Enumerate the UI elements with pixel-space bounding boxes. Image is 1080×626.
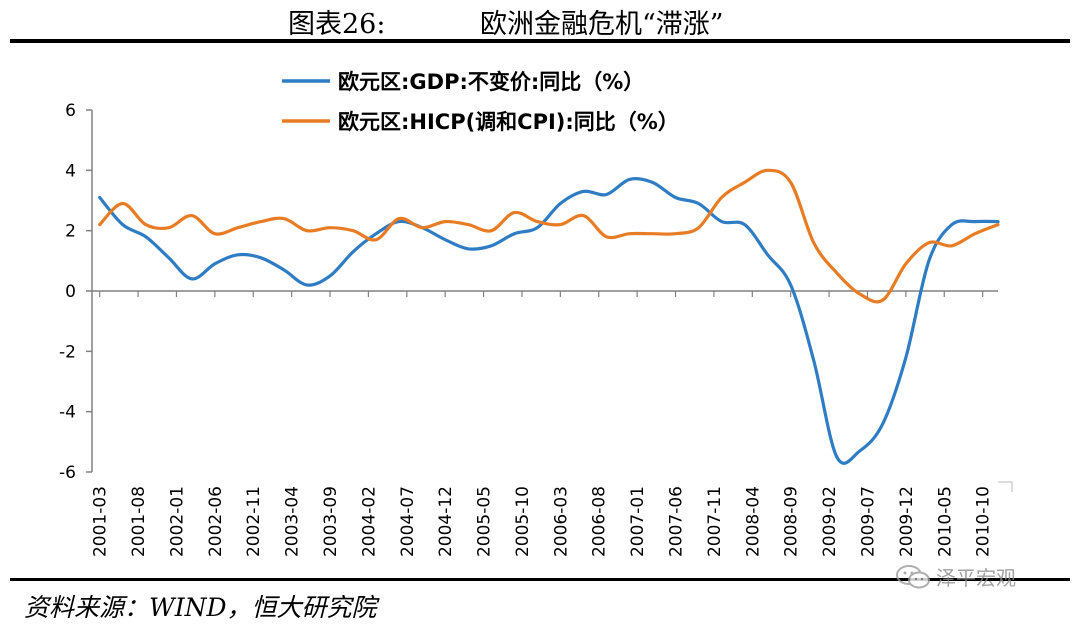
top-rule <box>10 39 1070 43</box>
x-tick-label: 2003-09 <box>321 486 341 557</box>
x-tick-label: 2005-10 <box>513 486 533 557</box>
series-layer <box>98 168 1000 465</box>
figure-title: 欧洲金融危机“滞涨” <box>480 9 724 40</box>
x-tick-label: 2002-01 <box>167 486 187 557</box>
y-tick-label: -2 <box>59 342 76 362</box>
x-tick-label: 2010-05 <box>935 486 955 557</box>
x-tick-label: 2001-08 <box>129 486 149 557</box>
y-tick-label: -4 <box>59 403 76 423</box>
x-tick-label: 2009-02 <box>820 486 840 557</box>
bottom-rule <box>10 578 1070 581</box>
x-tick-label: 2004-12 <box>436 486 456 557</box>
watermark: 泽平宏观 <box>896 562 1016 591</box>
x-tick-label: 2003-04 <box>283 486 303 557</box>
frame-corner <box>998 481 1013 492</box>
x-tick-label: 2004-02 <box>359 486 379 557</box>
x-tick-label: 2006-03 <box>551 486 571 557</box>
x-tick-label: 2009-12 <box>897 486 917 557</box>
legend: 欧元区:GDP:不变价:同比（%） 欧元区:HICP(调和CPI):同比（%） <box>282 70 679 134</box>
y-tick-label: 4 <box>65 161 76 181</box>
x-tick-label: 2007-06 <box>667 486 687 557</box>
x-tick-label: 2010-10 <box>974 486 994 557</box>
x-tick-label: 2008-09 <box>782 486 802 557</box>
legend-label-gdp: 欧元区:GDP:不变价:同比（%） <box>338 70 644 94</box>
y-tick-label: 6 <box>65 101 76 121</box>
x-tick-label: 2008-04 <box>743 486 763 557</box>
x-tick-label: 2007-01 <box>628 486 648 557</box>
wechat-icon <box>896 564 930 588</box>
legend-label-hicp: 欧元区:HICP(调和CPI):同比（%） <box>338 110 679 134</box>
x-tick-label: 2005-05 <box>475 486 495 557</box>
x-tick-label: 2001-03 <box>91 486 111 557</box>
y-tick-label: 0 <box>65 282 76 302</box>
watermark-text: 泽平宏观 <box>936 566 1016 590</box>
x-tick-label: 2002-11 <box>244 486 264 557</box>
x-tick-label: 2006-08 <box>590 486 610 557</box>
x-tick-label: 2007-11 <box>705 486 725 557</box>
x-tick-label: 2002-06 <box>206 486 226 557</box>
y-tick-label: -6 <box>59 463 76 483</box>
x-tick-label: 2004-07 <box>398 486 418 557</box>
x-tick-label: 2009-07 <box>858 486 878 557</box>
source-note: 资料来源：WIND，恒大研究院 <box>24 593 377 622</box>
figure-header: 图表26: 欧洲金融危机“滞涨” <box>0 0 1080 40</box>
series-line-hicp <box>98 168 1000 304</box>
axis-layer: -6 -4 -2 0 2 4 6 2001-03 2001-08 2002-01 2002-06 20… <box>59 101 1013 557</box>
y-tick-label: 2 <box>65 222 76 242</box>
figure-label: 图表26: <box>288 9 386 40</box>
series-line-gdp <box>98 177 1000 465</box>
